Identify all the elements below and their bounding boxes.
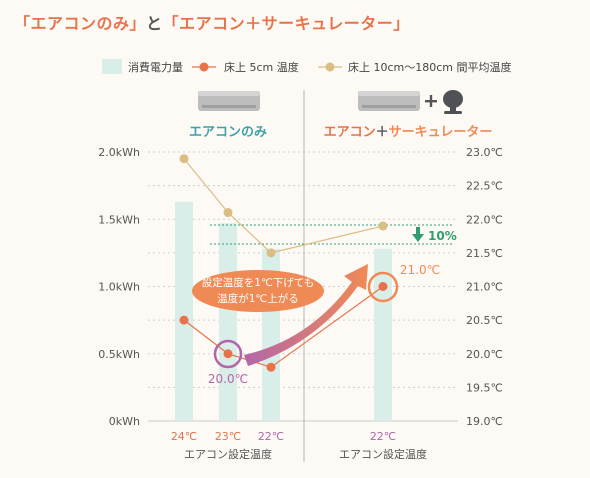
- legend-bar-label: 消費電力量: [128, 60, 183, 74]
- x-tick-label: 22℃: [258, 430, 284, 443]
- y-right-tick-label: 21.5℃: [466, 247, 503, 260]
- floor-temp-point-3: [266, 362, 276, 372]
- bar-1: [175, 201, 193, 421]
- title-part-2a: エアコン: [179, 14, 246, 33]
- x-axis-label-left: エアコン設定温度: [184, 447, 272, 461]
- y-right-tick-label: 23.0℃: [466, 146, 503, 159]
- x-tick-label: 22℃: [370, 430, 396, 443]
- title-bracket-open-2: 「: [162, 14, 180, 33]
- callout-bubble: 設定温度を1℃下げても 温度が1℃上がる: [192, 270, 324, 312]
- avg-temp-point-1: [179, 154, 189, 164]
- legend-avg-label: 床上 10cm〜180cm 間平均温度: [348, 60, 512, 74]
- y-left-tick-label: 1.0kWh: [98, 281, 140, 294]
- callout-line-1: 設定温度を1℃下げても: [202, 276, 314, 289]
- axis-labels: 0kWh 0.5kWh 1.0kWh 1.5kWh 2.0kWh 19.0℃ 19.5℃ 20…: [98, 146, 503, 443]
- title-bracket-open-1: 「: [14, 14, 31, 33]
- highlight-ring-low: [213, 339, 243, 369]
- x-tick-label: 23℃: [215, 430, 241, 443]
- down-arrow-icon: [412, 227, 424, 242]
- floor-temp-point-1: [179, 315, 189, 325]
- title-plus: ＋: [245, 14, 262, 33]
- y-right-tick-label: 19.5℃: [466, 381, 503, 394]
- legend-avg-marker: [325, 62, 335, 72]
- avg-temp-point-2: [223, 208, 233, 218]
- line-series: [179, 154, 388, 372]
- legend-floor-marker: [199, 62, 209, 72]
- avg-temp-point-3: [266, 248, 276, 258]
- air-conditioner-icon-right: [358, 91, 420, 111]
- y-right-tick-label: 20.5℃: [466, 314, 503, 327]
- y-left-tick-label: 2.0kWh: [98, 146, 140, 159]
- title-bracket-close-1: 」: [129, 14, 147, 33]
- callout-line-2: 温度が1℃上がる: [217, 292, 298, 305]
- highlight-label-low: 20.0℃: [208, 372, 248, 386]
- y-left-tick-label: 1.5kWh: [98, 213, 140, 226]
- floor-temp-line-right: [270, 286, 384, 368]
- legend-bar-swatch: [102, 59, 122, 74]
- y-right-tick-label: 19.0℃: [466, 415, 503, 428]
- plus-icon: [425, 95, 437, 107]
- avg-temp-point-4: [378, 221, 388, 231]
- y-left-tick-label: 0kWh: [109, 415, 140, 428]
- bar-4: [374, 248, 392, 421]
- x-axis-label-right: エアコン設定温度: [339, 447, 427, 461]
- floor-temp-point-2: [223, 349, 233, 359]
- y-left-tick-label: 0.5kWh: [98, 348, 140, 361]
- bar-series: [175, 201, 392, 421]
- air-conditioner-icon: [198, 91, 260, 111]
- title-part-1: エアコンのみ: [30, 14, 130, 33]
- group-label-ac-only: エアコンのみ: [189, 125, 267, 140]
- title-part-2b: サーキュレーター: [261, 14, 394, 33]
- y-right-tick-label: 21.0℃: [466, 281, 503, 294]
- chart-title: 「エアコンのみ」と「エアコン＋サーキュレーター」: [14, 10, 410, 34]
- highlight-label-high: 21.0℃: [400, 263, 440, 277]
- group-label-ac-circulator: エアコン＋サーキュレーター: [324, 125, 493, 140]
- y-right-tick-label: 22.0℃: [466, 213, 503, 226]
- x-tick-label: 24℃: [171, 430, 197, 443]
- improvement-arrow: [244, 264, 368, 366]
- y-right-tick-label: 22.5℃: [466, 180, 503, 193]
- circulator-fan-icon: [443, 90, 463, 114]
- reduction-percent-label: 10%: [428, 229, 457, 243]
- bar-2: [219, 223, 237, 421]
- floor-temp-point-4: [378, 282, 388, 291]
- legend-floor-label: 床上 5cm 温度: [224, 60, 299, 74]
- highlight-ring-high: [367, 271, 399, 303]
- y-right-tick-label: 20.0℃: [466, 348, 503, 361]
- avg-temp-line-right: [270, 225, 384, 254]
- title-conjunction: と: [146, 14, 163, 33]
- title-bracket-close-2: 」: [393, 14, 410, 33]
